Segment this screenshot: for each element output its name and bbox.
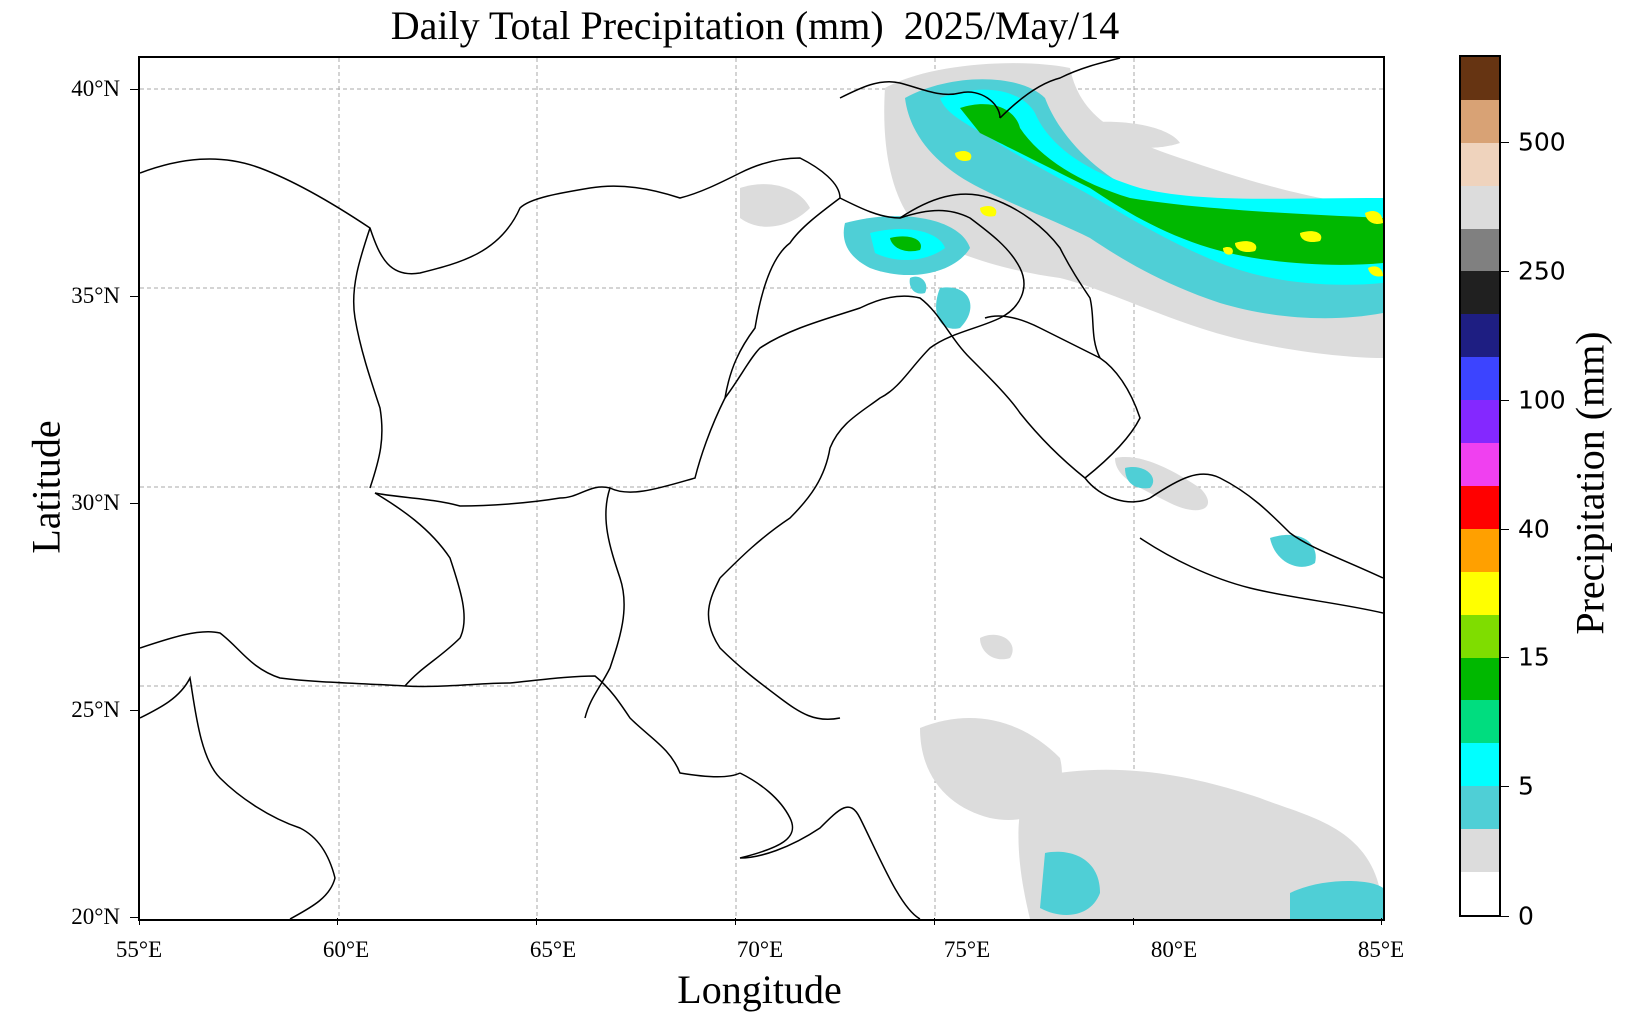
map-panel xyxy=(138,56,1385,921)
colorbar-segment xyxy=(1461,56,1499,100)
precipitation-very-heavy xyxy=(890,104,1383,265)
colorbar-tick-label: 250 xyxy=(1518,256,1566,286)
x-tick-label: 75°E xyxy=(943,937,991,962)
colorbar-tick xyxy=(1501,142,1509,143)
colorbar-segment xyxy=(1461,743,1499,787)
precipitation-extreme xyxy=(955,150,1383,277)
colorbar-tick-label: 40 xyxy=(1518,514,1550,544)
colorbar-segment xyxy=(1461,485,1499,529)
x-tick-mark xyxy=(139,918,140,925)
map-title: Daily Total Precipitation (mm) 2025/May/… xyxy=(390,3,1120,48)
colorbar-segment xyxy=(1461,700,1499,744)
colorbar-tick xyxy=(1501,657,1509,658)
x-tick-mark xyxy=(1133,918,1134,925)
y-tick-label: 35°N xyxy=(71,283,120,308)
colorbar-label: Precipitation (mm) xyxy=(1567,331,1613,635)
y-tick-mark xyxy=(130,89,138,90)
x-tick-label: 80°E xyxy=(1150,937,1198,962)
colorbar xyxy=(1459,55,1501,917)
colorbar-tick xyxy=(1501,916,1509,917)
y-axis-label: Latitude xyxy=(23,420,69,554)
boundaries xyxy=(140,58,1383,919)
y-tick-mark xyxy=(130,917,138,918)
x-axis-label: Longitude xyxy=(677,967,842,1012)
colorbar-segment xyxy=(1461,142,1499,186)
x-tick-label: 70°E xyxy=(736,937,784,962)
colorbar-tick-label: 0 xyxy=(1518,901,1534,931)
x-tick-label: 60°E xyxy=(322,937,370,962)
precipitation-map xyxy=(140,58,1383,919)
y-tick-mark xyxy=(130,503,138,504)
colorbar-tick-label: 15 xyxy=(1518,642,1550,672)
x-tick-label: 85°E xyxy=(1357,937,1405,962)
colorbar-segment xyxy=(1461,872,1499,915)
x-tick-mark xyxy=(536,918,537,925)
colorbar-segment xyxy=(1461,614,1499,658)
colorbar-tick xyxy=(1501,400,1509,401)
colorbar-segment xyxy=(1461,443,1499,486)
colorbar-segment xyxy=(1461,314,1499,358)
y-tick-label: 20°N xyxy=(71,904,120,929)
colorbar-tick-label: 100 xyxy=(1518,385,1566,415)
y-tick-label: 30°N xyxy=(71,490,120,515)
colorbar-tick-label: 5 xyxy=(1518,771,1534,801)
colorbar-tick xyxy=(1501,529,1509,530)
colorbar-segment xyxy=(1461,400,1499,444)
colorbar-segment xyxy=(1461,228,1499,272)
colorbar-tick xyxy=(1501,786,1509,787)
colorbar-segment xyxy=(1461,829,1499,873)
colorbar-tick xyxy=(1501,271,1509,272)
y-tick-mark xyxy=(130,296,138,297)
colorbar-segment xyxy=(1461,786,1499,830)
colorbar-segment xyxy=(1461,271,1499,315)
x-tick-label: 55°E xyxy=(115,937,163,962)
colorbar-tick-label: 500 xyxy=(1518,127,1566,157)
colorbar-segment xyxy=(1461,571,1499,615)
y-tick-mark xyxy=(130,710,138,711)
colorbar-segment xyxy=(1461,99,1499,143)
x-tick-mark xyxy=(337,918,338,925)
y-tick-label: 25°N xyxy=(71,697,120,722)
colorbar-segment xyxy=(1461,528,1499,572)
x-tick-mark xyxy=(934,918,935,925)
x-tick-mark xyxy=(735,918,736,925)
y-tick-label: 40°N xyxy=(71,76,120,101)
x-tick-label: 65°E xyxy=(529,937,577,962)
colorbar-segment xyxy=(1461,185,1499,229)
colorbar-segment xyxy=(1461,357,1499,401)
x-tick-mark xyxy=(1381,918,1382,925)
colorbar-segment xyxy=(1461,657,1499,701)
